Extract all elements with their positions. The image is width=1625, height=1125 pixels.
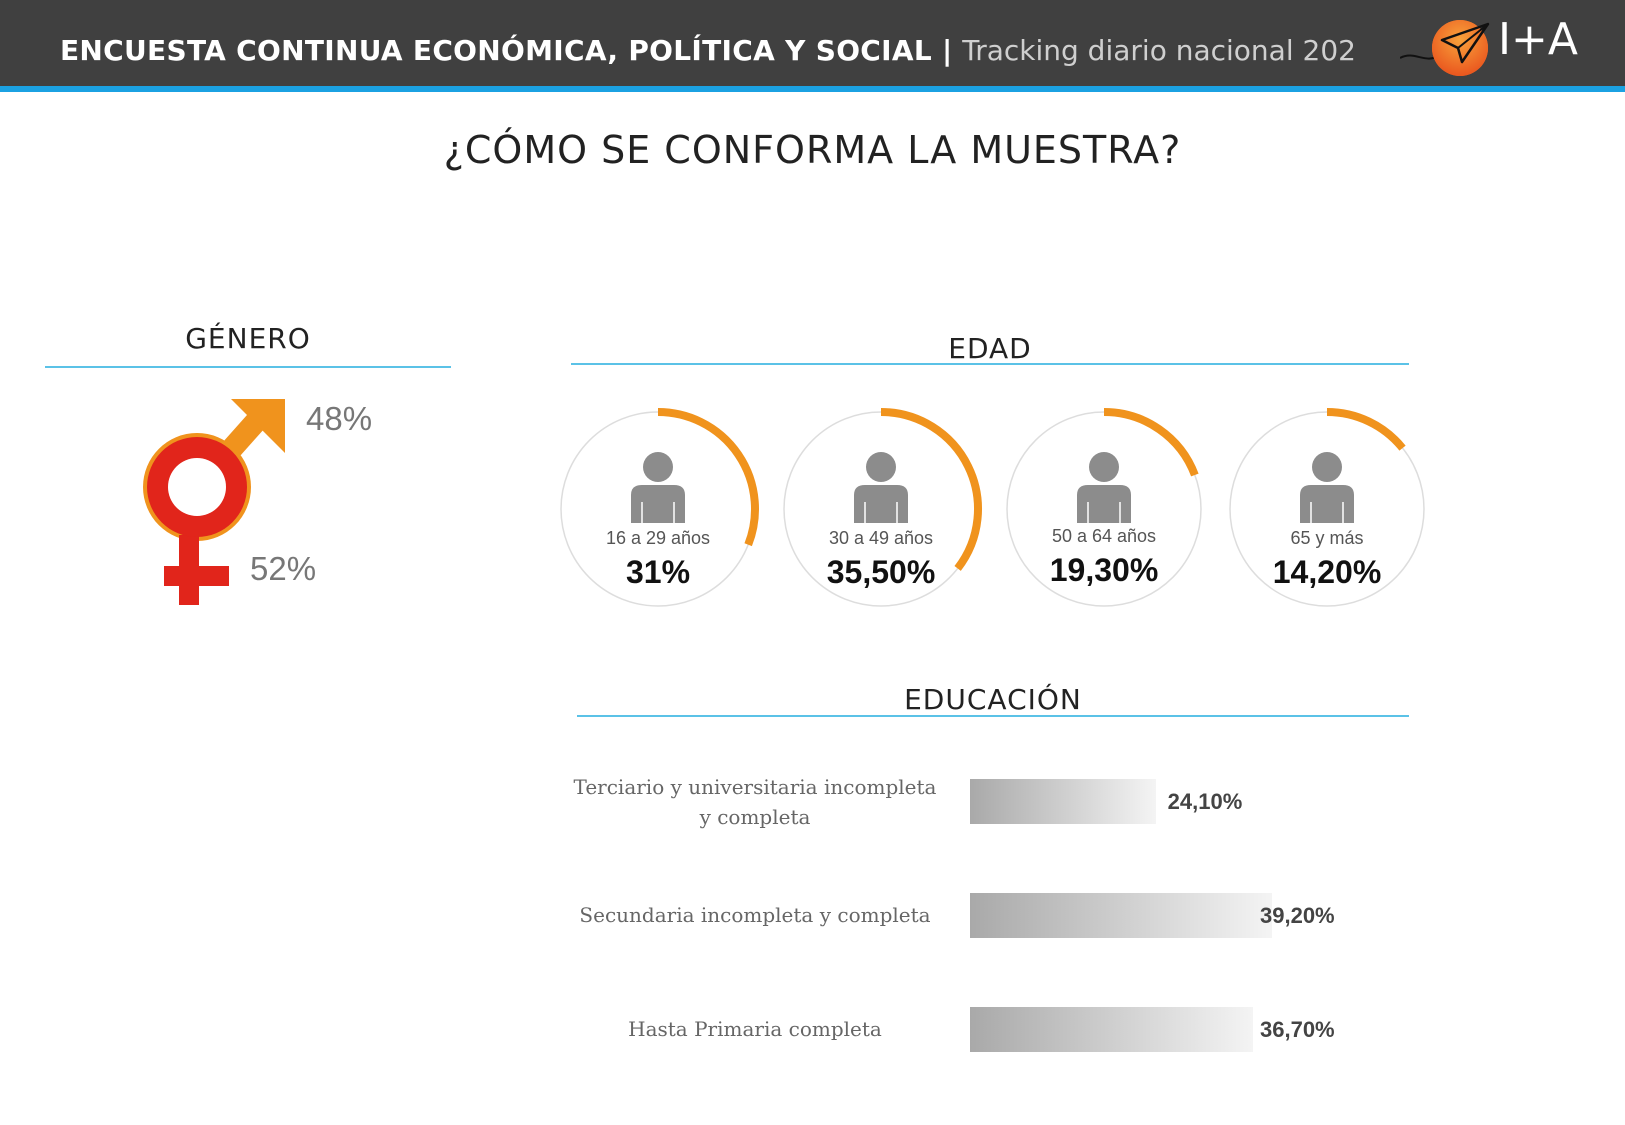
header-separator: | [941, 34, 953, 67]
age-percentage: 19,30% [1049, 552, 1159, 588]
education-section-title: EDUCACIÓN [904, 683, 1082, 716]
education-value-label: 36,70% [1260, 1017, 1335, 1042]
education-bar [970, 1007, 1253, 1052]
education-row: Terciario y universitaria incompleta y c… [560, 772, 1360, 862]
gender-section-title: GÉNERO [185, 322, 311, 355]
age-section-rule [571, 363, 1409, 365]
education-row: Secundaria incompleta y completa 39,20% [560, 887, 1360, 947]
age-percentage: 31% [625, 554, 691, 590]
header-accent-line [0, 86, 1625, 92]
age-range-label: 30 a 49 años [828, 528, 934, 548]
page-title: ¿CÓMO SE CONFORMA LA MUESTRA? [443, 128, 1182, 172]
gender-chart [143, 399, 285, 605]
header-title: ENCUESTA CONTINUA ECONÓMICA, POLÍTICA Y … [60, 30, 1356, 72]
education-category-label: Hasta Primaria completa [628, 1017, 882, 1041]
age-percentage: 14,20% [1272, 554, 1382, 590]
education-bar [970, 893, 1272, 938]
male-percentage: 48% [306, 400, 373, 437]
header-bar [0, 0, 1625, 86]
age-card: 50 a 64 años 19,30% [1001, 406, 1207, 612]
header-title-light: Tracking diario nacional 202 [962, 34, 1356, 67]
age-card: 30 a 49 años 35,50% [778, 406, 984, 612]
age-percentage: 35,50% [826, 554, 936, 590]
age-range-label: 16 a 29 años [605, 528, 711, 548]
paper-plane-logo-icon [1400, 20, 1490, 76]
age-ring-arc [657, 408, 759, 547]
education-value-label: 24,10% [1167, 789, 1243, 814]
age-ring-arc [1326, 408, 1406, 451]
age-card: 65 y más 14,20% [1224, 406, 1430, 612]
age-ring-arc [880, 408, 982, 571]
person-icon [1077, 452, 1131, 523]
person-icon [854, 452, 908, 523]
header-title-bold: ENCUESTA CONTINUA ECONÓMICA, POLÍTICA Y … [60, 34, 932, 67]
age-card: 16 a 29 años 31% [555, 406, 761, 612]
age-range-label: 50 a 64 años [1051, 526, 1157, 546]
age-range-label: 65 y más [1290, 528, 1364, 548]
education-category-label: Secundaria incompleta y completa [579, 903, 931, 927]
education-row: Hasta Primaria completa 36,70% [560, 1001, 1360, 1061]
person-icon [631, 452, 685, 523]
gender-section-rule [45, 366, 451, 368]
person-icon [1300, 452, 1354, 523]
education-category-label: Terciario y universitaria incompleta y c… [573, 775, 937, 829]
education-value-label: 39,20% [1260, 903, 1335, 928]
age-ring-arc [1103, 408, 1199, 477]
education-bar [970, 779, 1156, 824]
brand-logo-text: I+A [1498, 14, 1578, 65]
education-section-rule [577, 715, 1409, 717]
female-percentage: 52% [250, 550, 317, 587]
age-section-title: EDAD [948, 332, 1032, 365]
